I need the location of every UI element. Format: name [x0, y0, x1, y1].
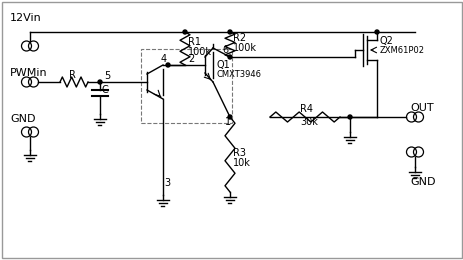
Text: 1: 1: [225, 117, 231, 127]
Circle shape: [374, 30, 378, 34]
Text: R1: R1: [188, 36, 200, 47]
Text: GND: GND: [409, 177, 435, 187]
Text: R4: R4: [300, 104, 313, 114]
Text: GND: GND: [10, 114, 36, 124]
Circle shape: [166, 63, 169, 67]
Text: 2: 2: [188, 54, 194, 64]
Text: Q2: Q2: [379, 36, 393, 46]
Circle shape: [347, 115, 351, 119]
Text: R: R: [69, 70, 76, 80]
Text: C: C: [102, 85, 108, 95]
Circle shape: [182, 30, 187, 34]
Text: 30k: 30k: [300, 117, 317, 127]
Text: 4: 4: [161, 54, 167, 64]
Text: 12Vin: 12Vin: [10, 13, 42, 23]
Circle shape: [227, 115, 232, 119]
Text: R2: R2: [232, 32, 245, 42]
Text: OUT: OUT: [409, 103, 433, 113]
Text: 100k: 100k: [232, 42, 257, 53]
Circle shape: [227, 30, 232, 34]
Text: PWMin: PWMin: [10, 68, 48, 78]
Circle shape: [98, 80, 102, 84]
Text: CMXT3946: CMXT3946: [217, 70, 262, 79]
Text: Q1: Q1: [217, 60, 230, 70]
Text: 10k: 10k: [232, 159, 250, 168]
Text: 3: 3: [163, 178, 170, 188]
Text: 5: 5: [104, 71, 110, 81]
Text: 100k: 100k: [188, 47, 212, 56]
Circle shape: [227, 55, 232, 59]
Text: ZXM61P02: ZXM61P02: [379, 46, 424, 55]
Text: 6: 6: [221, 45, 228, 55]
Text: R3: R3: [232, 148, 245, 159]
